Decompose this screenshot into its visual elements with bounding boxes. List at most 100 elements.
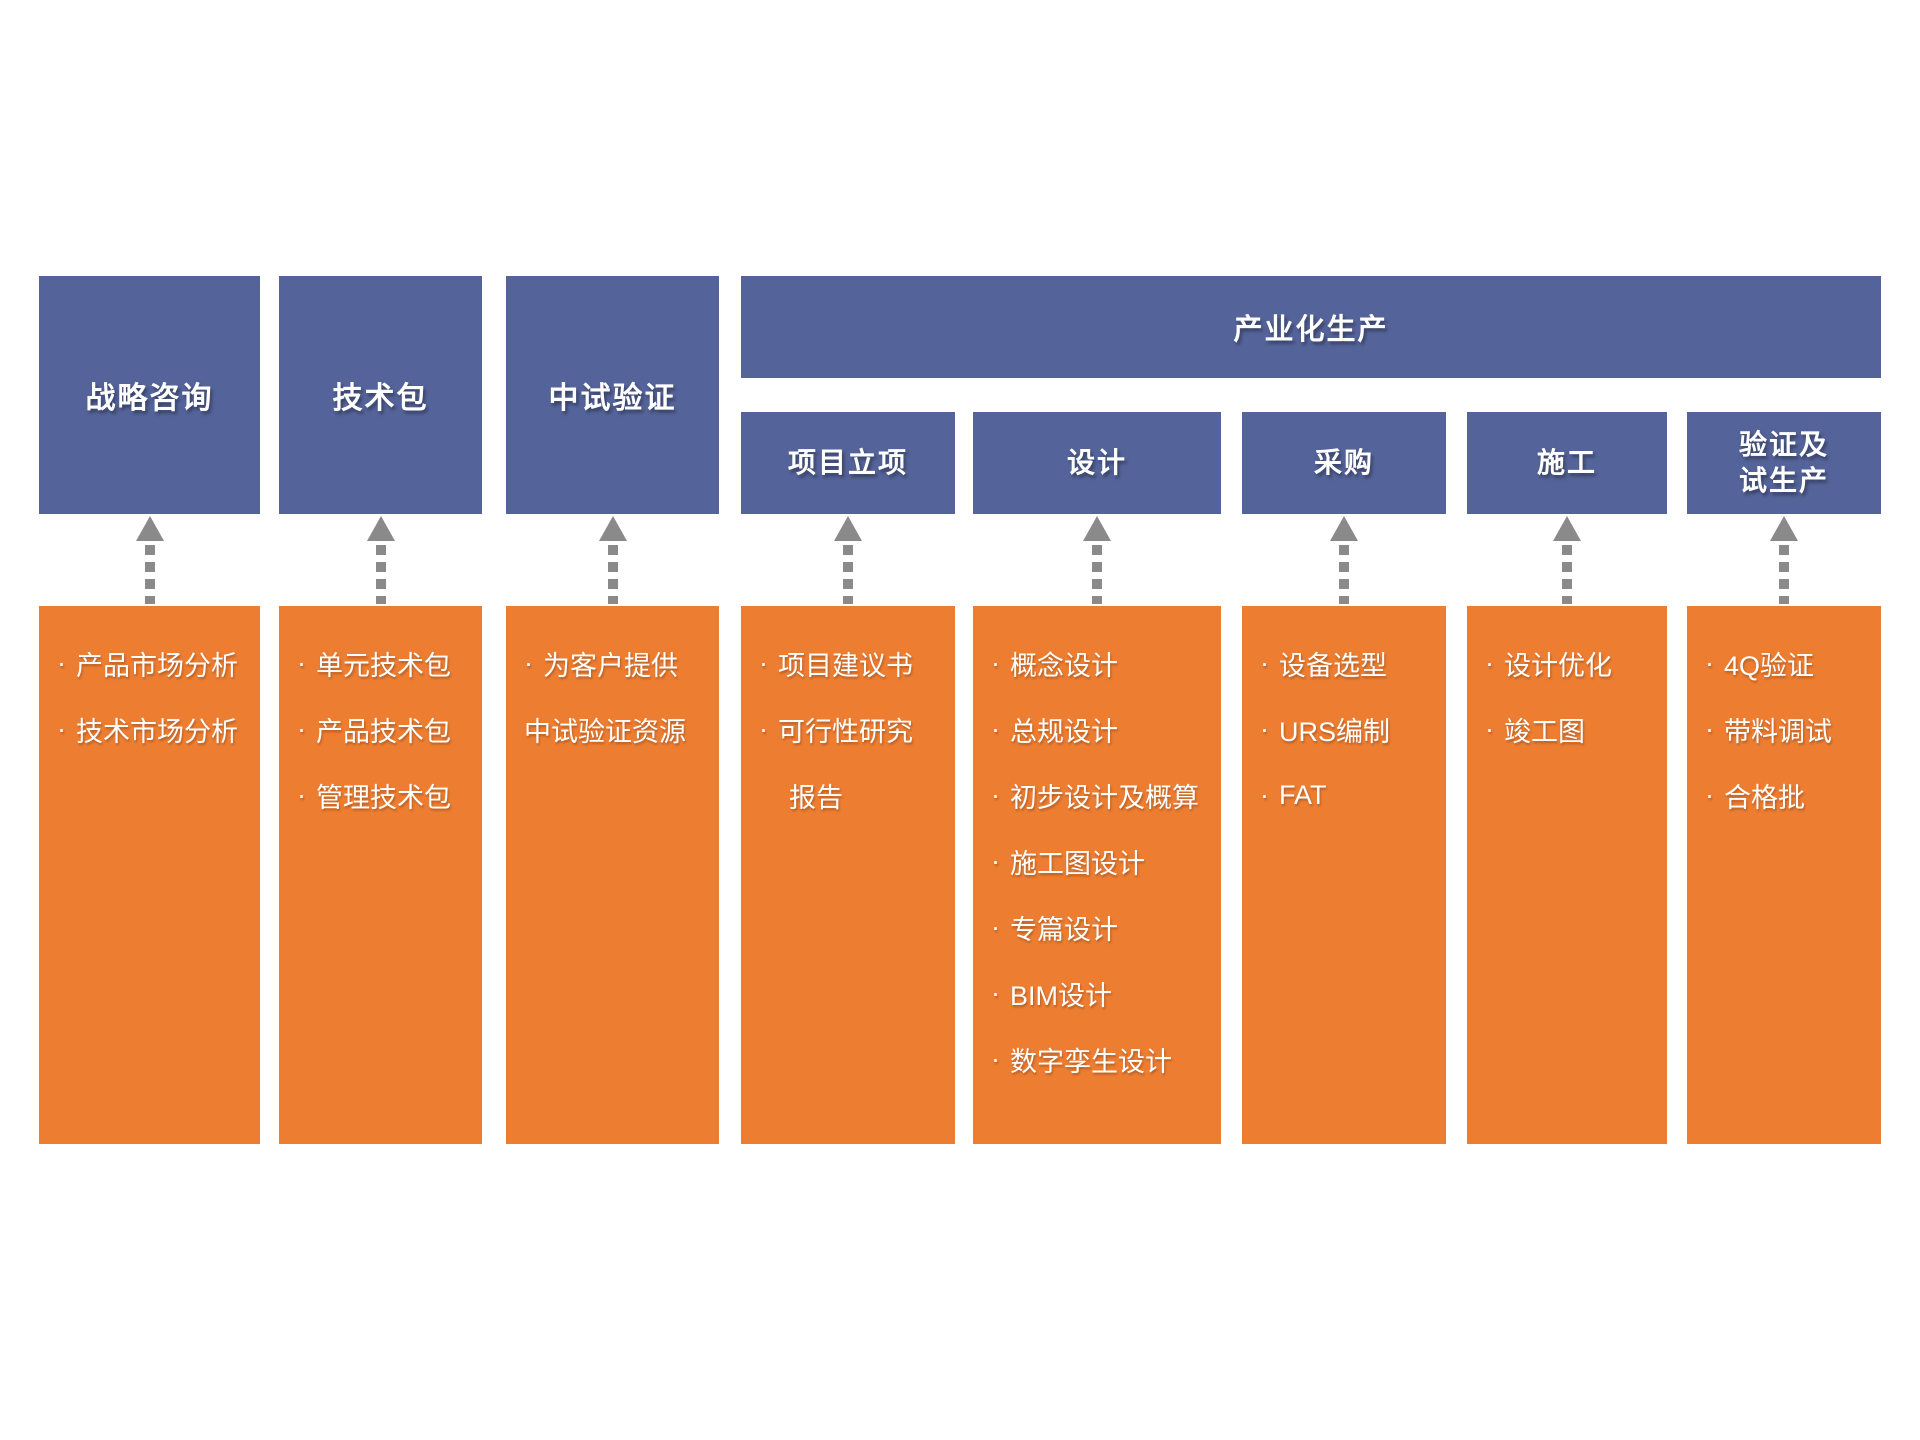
list-item: · 为客户提供 [524, 630, 715, 696]
item-text: 施工图设计 [1010, 848, 1145, 879]
stage-title: 采购 [1313, 447, 1374, 478]
stage-title-line1: 验证及 [1738, 429, 1829, 460]
item-text: 技术市场分析 [76, 716, 238, 747]
list-item: 报告 [759, 762, 951, 828]
up-arrow-icon [506, 516, 719, 604]
item-text: 设计优化 [1504, 650, 1612, 681]
list-item: · 技术市场分析 [57, 696, 256, 762]
up-arrow-icon [741, 516, 955, 604]
stage-box: 验证及 试生产 [1687, 412, 1881, 514]
item-text: 竣工图 [1504, 716, 1585, 747]
bullet-dot: · [991, 1043, 1000, 1074]
bullet-dot: · [297, 779, 306, 810]
details-box: · 项目建议书 · 可行性研究报告 [741, 606, 955, 1144]
item-text: 合格批 [1724, 782, 1805, 813]
item-text: 数字孪生设计 [1010, 1046, 1172, 1077]
item-text: 中试验证资源 [524, 716, 686, 747]
item-text: 总规设计 [1010, 716, 1118, 747]
list-item: · 设计优化 [1485, 630, 1663, 696]
list-item: 中试验证资源 [524, 696, 715, 762]
stage-title: 设计 [1066, 447, 1127, 478]
bullet-dot: · [759, 713, 768, 744]
details-box: · 设计优化 · 竣工图 [1467, 606, 1667, 1144]
list-item: · 可行性研究 [759, 696, 951, 762]
bullet-dot: · [1705, 647, 1714, 678]
list-item: · 带料调试 [1705, 696, 1877, 762]
item-list: · 设备选型 · URS编制 · FAT [1260, 630, 1442, 828]
stage-title: 技术包 [332, 382, 429, 415]
bullet-dot: · [1260, 779, 1269, 810]
item-text: 4Q验证 [1724, 650, 1815, 681]
list-item: · 管理技术包 [297, 762, 478, 828]
header-title: 产业化生产 [1233, 314, 1389, 346]
list-item: · 总规设计 [991, 696, 1217, 762]
arrow-head [1770, 516, 1798, 541]
item-list: · 单元技术包 · 产品技术包 · 管理技术包 [297, 630, 478, 828]
list-item: · 数字孪生设计 [991, 1026, 1217, 1092]
item-list: · 设计优化 · 竣工图 [1485, 630, 1663, 762]
arrow-dotted-line [1339, 545, 1349, 604]
list-item: · 竣工图 [1485, 696, 1663, 762]
stage-box: 采购 [1242, 412, 1446, 514]
up-arrow-icon [1467, 516, 1667, 604]
up-arrow-icon [973, 516, 1221, 604]
bullet-dot: · [57, 647, 66, 678]
list-item: · 产品市场分析 [57, 630, 256, 696]
item-list: · 项目建议书 · 可行性研究报告 [759, 630, 951, 828]
list-item: · URS编制 [1260, 696, 1442, 762]
bullet-dot: · [1485, 713, 1494, 744]
item-list: · 4Q验证 · 带料调试 · 合格批 [1705, 630, 1877, 828]
details-box: · 为客户提供中试验证资源 [506, 606, 719, 1144]
arrow-dotted-line [1779, 545, 1789, 604]
stage-title: 施工 [1536, 447, 1597, 478]
item-text: 专篇设计 [1010, 914, 1118, 945]
bullet-dot: · [991, 911, 1000, 942]
stage-title-line2: 试生产 [1738, 465, 1829, 496]
item-text: URS编制 [1279, 716, 1391, 747]
arrow-head [1330, 516, 1358, 541]
column-tech-package: 技术包 · 单元技术包 · 产品技术包 · 管理技术包 [279, 276, 482, 1144]
bullet-dot: · [1260, 713, 1269, 744]
bullet-dot: · [991, 713, 1000, 744]
item-text: 项目建议书 [778, 650, 913, 681]
item-text: 概念设计 [1010, 650, 1118, 681]
list-item: · BIM设计 [991, 960, 1217, 1026]
item-list: · 概念设计 · 总规设计 · 初步设计及概算 · 施工图设计 · 专篇设计 · BIM设计 · 数字孪生… [991, 630, 1217, 1092]
item-text: 产品市场分析 [76, 650, 238, 681]
item-text: 单元技术包 [316, 650, 451, 681]
list-item: · 4Q验证 [1705, 630, 1877, 696]
arrow-dotted-line [375, 545, 386, 604]
arrow-dotted-line [144, 545, 155, 604]
up-arrow-icon [279, 516, 482, 604]
stage-box: 技术包 [279, 276, 482, 514]
industrial-production-header: 产业化生产 [741, 276, 1881, 378]
list-item: · 专篇设计 [991, 894, 1217, 960]
stage-box: 施工 [1467, 412, 1667, 514]
stage-title: 项目立项 [787, 447, 908, 478]
item-text: BIM设计 [1010, 980, 1113, 1011]
column-strategy-consulting: 战略咨询 · 产品市场分析 · 技术市场分析 [39, 276, 260, 1144]
column-project-initiation: 项目立项 · 项目建议书 · 可行性研究报告 [741, 276, 955, 1144]
stage-box: 战略咨询 [39, 276, 260, 514]
list-item: · 产品技术包 [297, 696, 478, 762]
item-text: 报告 [789, 782, 843, 813]
item-text: 管理技术包 [316, 782, 451, 813]
list-item: · 概念设计 [991, 630, 1217, 696]
item-text: 初步设计及概算 [1010, 782, 1199, 813]
bullet-dot: · [991, 779, 1000, 810]
bullet-dot: · [1485, 647, 1494, 678]
bullet-dot: · [1705, 713, 1714, 744]
bullet-dot: · [1705, 779, 1714, 810]
list-item: · FAT [1260, 762, 1442, 828]
list-item: · 合格批 [1705, 762, 1877, 828]
details-box: · 产品市场分析 · 技术市场分析 [39, 606, 260, 1144]
stage-title: 中试验证 [548, 382, 677, 415]
bullet-dot: · [524, 647, 533, 678]
column-design: 设计 · 概念设计 · 总规设计 · 初步设计及概算 · 施工图设计 · 专篇设计 · BIM设计 · 数… [973, 276, 1221, 1144]
item-text: 可行性研究 [778, 716, 913, 747]
item-list: · 为客户提供中试验证资源 [524, 630, 715, 762]
bullet-dot: · [57, 713, 66, 744]
arrow-head [598, 516, 627, 541]
details-box: · 4Q验证 · 带料调试 · 合格批 [1687, 606, 1881, 1144]
arrow-dotted-line [1092, 545, 1102, 604]
